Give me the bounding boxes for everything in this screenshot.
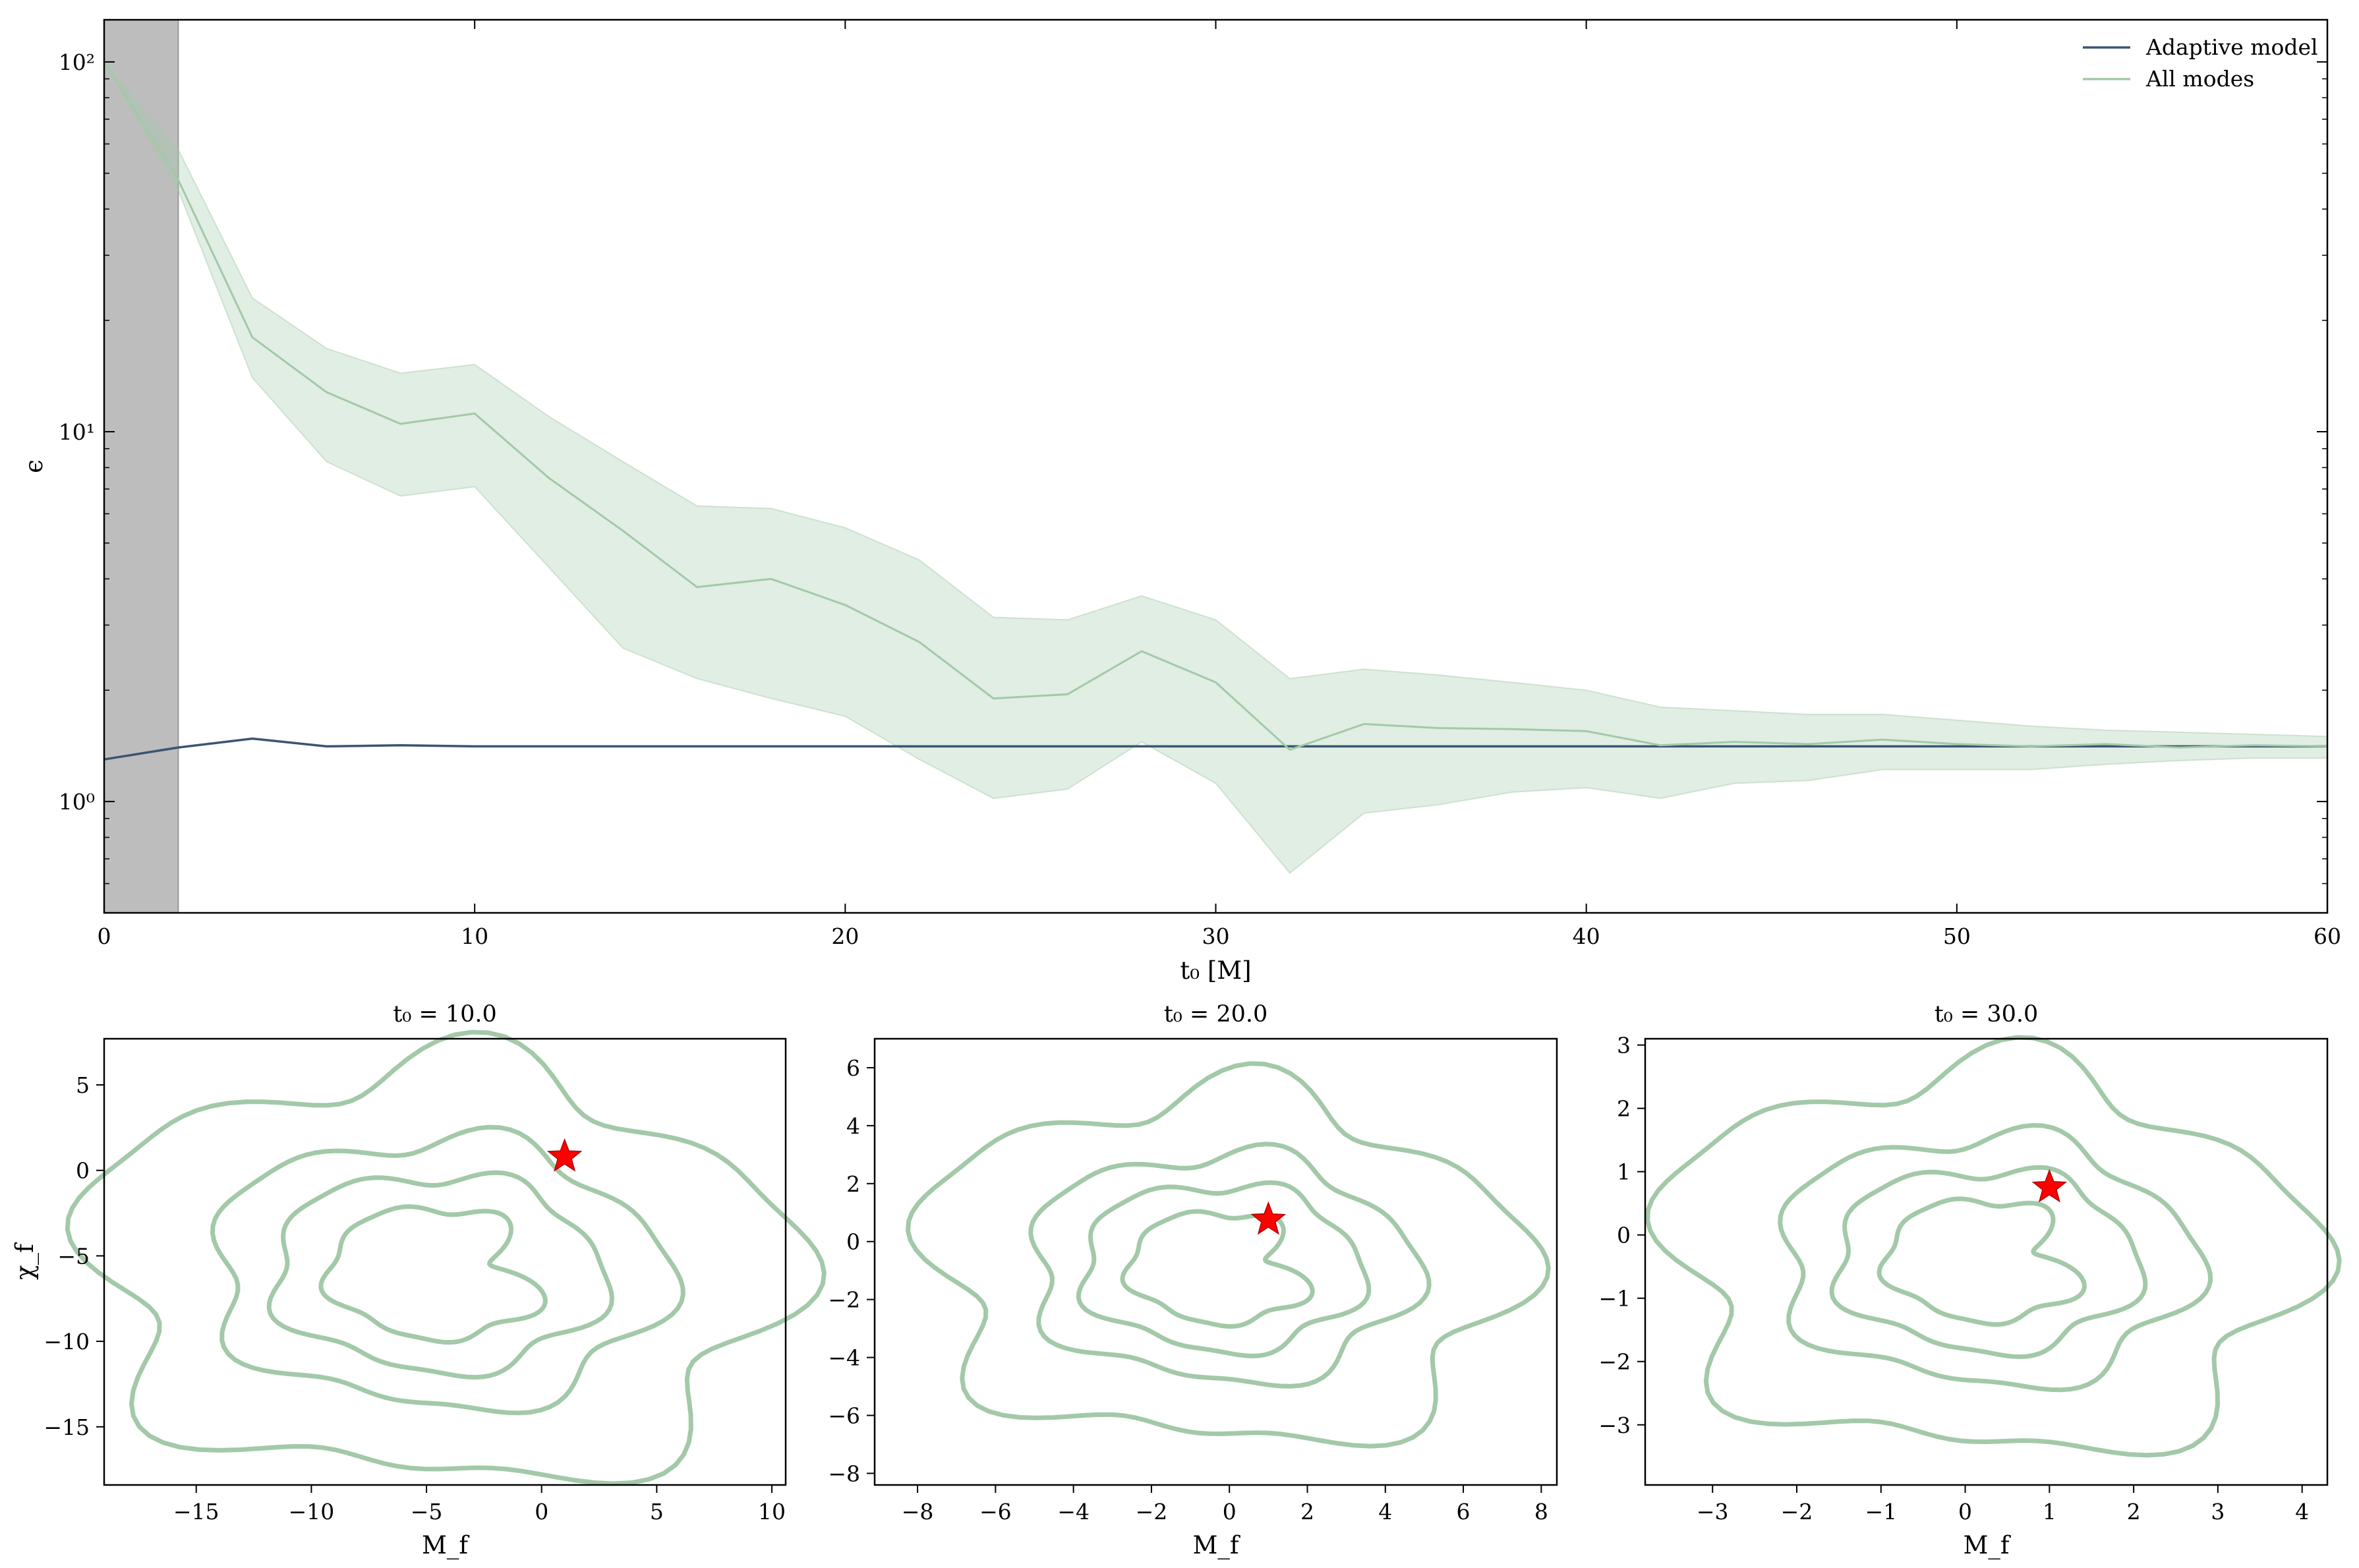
x-tick-label: −1 (1865, 1499, 1897, 1524)
plot-frame-t0-20 (873, 1037, 1558, 1486)
x-axis-label-t0-30: M_f (1963, 1531, 2010, 1560)
x-tick-label: 6 (1457, 1499, 1471, 1524)
legend: Adaptive model All modes (2083, 34, 2318, 92)
legend-label-adaptive-model: Adaptive model (2145, 34, 2318, 60)
y-tick-label: 6 (846, 1055, 860, 1081)
contour-level-4 (318, 1204, 548, 1345)
y-tick-label: 1 (1617, 1159, 1631, 1185)
y-tick-label: 10¹ (59, 419, 95, 445)
y-tick-label: −4 (828, 1345, 860, 1371)
legend-label-all-modes: All modes (2145, 66, 2254, 92)
true-value-star-marker (2031, 1169, 2068, 1203)
x-tick-label: 40 (1573, 923, 1600, 949)
y-tick-label: 0 (846, 1229, 860, 1255)
x-tick-label: −2 (1781, 1499, 1813, 1524)
y-tick-label: −6 (828, 1403, 860, 1428)
contour-level-1 (906, 1061, 1551, 1449)
all-modes-confidence-band (103, 61, 2328, 875)
x-tick-label: 5 (650, 1499, 664, 1524)
x-tick-label: 2 (1300, 1499, 1314, 1524)
top-y-axis-label: ϵ (20, 459, 48, 473)
x-tick-label: 50 (1943, 923, 1971, 949)
x-tick-label: 20 (831, 923, 859, 949)
contour-level-2 (1028, 1142, 1432, 1389)
x-tick-label: −6 (979, 1499, 1012, 1524)
top-x-axis-label: t₀ [M] (1180, 956, 1251, 985)
x-tick-label: 2 (2127, 1499, 2141, 1524)
plot-frame-t0-30 (1644, 1037, 2329, 1486)
x-axis-label-t0-10: M_f (422, 1531, 469, 1560)
adaptive-model-line (103, 737, 2327, 761)
top-axis-ticks: 0 10 20 30 40 50 60 10⁰ 10¹ 10² (59, 20, 2341, 949)
top-panel: 0 10 20 30 40 50 60 10⁰ 10¹ 10² t₀ [M] ϵ Adaptive… (20, 18, 2341, 985)
posterior-contours-t0-30 (1645, 1035, 2342, 1458)
contour-level-3 (266, 1170, 614, 1380)
x-tick-label: 10 (461, 923, 488, 949)
contour-level-1 (65, 1030, 827, 1486)
bottom-panel-t0-30: t₀ = 30.0 −3 −2 −1 0 1 2 3 4 3 2 1 0 −1 −2 −3 M_f (1598, 1001, 2342, 1560)
posterior-contours-t0-10 (65, 1030, 827, 1486)
x-tick-label: 60 (2314, 923, 2341, 949)
contour-level-4 (1877, 1196, 2087, 1327)
y-tick-label: 2 (1617, 1096, 1631, 1122)
panel-title-t0-20: t₀ = 20.0 (1164, 1001, 1268, 1028)
y-tick-label: −10 (44, 1329, 90, 1354)
x-tick-label: 0 (535, 1499, 548, 1524)
true-value-star-marker (1250, 1201, 1287, 1235)
all-modes-line (103, 61, 2328, 751)
plot-frame-t0-10 (103, 1037, 787, 1486)
contour-level-2 (210, 1124, 685, 1416)
y-tick-label: −1 (1598, 1286, 1631, 1312)
y-tick-label: 10⁰ (59, 789, 95, 815)
contour-level-1 (1645, 1035, 2342, 1458)
y-tick-label: 0 (1617, 1223, 1631, 1248)
panel-title-t0-30: t₀ = 30.0 (1935, 1001, 2039, 1028)
bottom-panel-t0-10: t₀ = 10.0 −15 −10 −5 0 5 10 5 0 −5 −10 −15 M_f χ_f (11, 1001, 827, 1560)
burn-in-shaded-region (103, 19, 179, 914)
true-value-star-marker (546, 1138, 583, 1172)
x-tick-label: 8 (1534, 1499, 1548, 1524)
x-axis-label-t0-20: M_f (1192, 1531, 1240, 1560)
y-tick-label: 10² (59, 49, 95, 75)
y-tick-label: 4 (846, 1113, 860, 1139)
x-tick-label: −10 (289, 1499, 335, 1524)
y-tick-label: 5 (76, 1072, 90, 1098)
y-tick-label: 3 (1617, 1033, 1631, 1059)
axis-ticks-t0-10: −15 −10 −5 0 5 10 5 0 −5 −10 −15 (44, 1072, 786, 1524)
x-tick-label: 0 (1223, 1499, 1237, 1524)
y-tick-label: −8 (828, 1461, 860, 1486)
x-tick-label: −5 (411, 1499, 443, 1524)
y-tick-label: 2 (846, 1171, 860, 1197)
y-tick-label: −5 (57, 1243, 90, 1269)
y-tick-label: −2 (828, 1287, 860, 1313)
x-tick-label: 0 (98, 923, 111, 949)
contour-level-2 (1778, 1122, 2213, 1393)
x-tick-label: 1 (2043, 1499, 2056, 1524)
y-tick-label: −3 (1598, 1412, 1631, 1438)
x-tick-label: −3 (1697, 1499, 1729, 1524)
contour-level-4 (1120, 1209, 1315, 1329)
contour-level-3 (1829, 1165, 2148, 1359)
x-tick-label: −2 (1136, 1499, 1168, 1524)
y-tick-label: −2 (1598, 1349, 1631, 1375)
x-tick-label: 0 (1958, 1499, 1972, 1524)
panel-title-t0-10: t₀ = 10.0 (393, 1001, 497, 1028)
x-tick-label: 30 (1202, 923, 1230, 949)
x-tick-label: 3 (2211, 1499, 2225, 1524)
x-tick-label: 4 (1378, 1499, 1392, 1524)
y-tick-label: 0 (76, 1158, 90, 1184)
y-tick-label: −15 (44, 1414, 90, 1440)
axis-ticks-t0-20: −8 −6 −4 −2 0 2 4 6 8 6 4 2 0 −2 −4 −6 −8 (828, 1055, 1548, 1524)
x-tick-label: −8 (902, 1499, 934, 1524)
x-tick-label: 10 (758, 1499, 786, 1524)
x-tick-label: 4 (2295, 1499, 2309, 1524)
x-tick-label: −4 (1057, 1499, 1090, 1524)
axis-ticks-t0-30: −3 −2 −1 0 1 2 3 4 3 2 1 0 −1 −2 −3 (1598, 1033, 2309, 1524)
contour-level-3 (1076, 1180, 1372, 1358)
y-axis-label-t0-10: χ_f (11, 1242, 40, 1280)
x-tick-label: −15 (173, 1499, 219, 1524)
bottom-panel-t0-20: t₀ = 20.0 −8 −6 −4 −2 0 2 4 6 8 6 4 2 0 −2 −4 −6 −8 M_f (828, 1001, 1558, 1560)
posterior-contours-t0-20 (906, 1061, 1551, 1449)
